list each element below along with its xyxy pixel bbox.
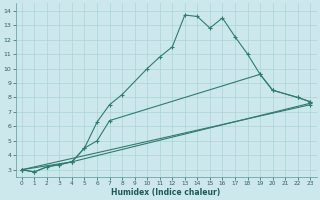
X-axis label: Humidex (Indice chaleur): Humidex (Indice chaleur): [111, 188, 221, 197]
